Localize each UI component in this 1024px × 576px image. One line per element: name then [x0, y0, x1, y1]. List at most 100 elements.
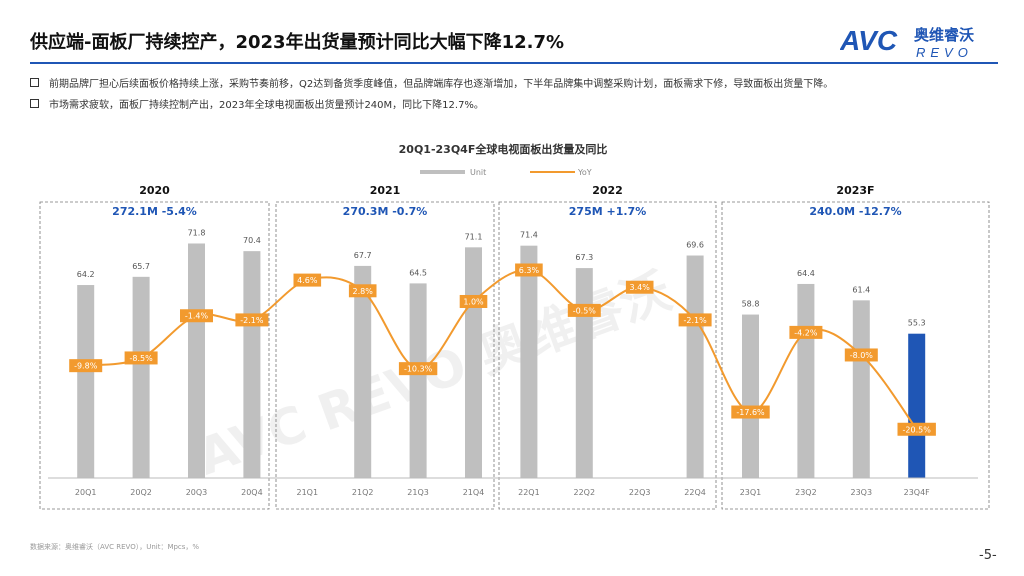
yoy-label-box	[625, 280, 654, 294]
yoy-label-box	[731, 405, 770, 419]
x-tick-label: 22Q2	[574, 488, 596, 497]
logo-en-text: REVO	[916, 45, 973, 60]
bar	[852, 300, 870, 478]
yoy-label-box	[235, 313, 269, 327]
chart-title: 20Q1-23Q4F全球电视面板出货量及同比	[399, 142, 608, 156]
bullet-square-icon	[30, 78, 39, 87]
yoy-value-label: -2.1%	[683, 316, 707, 325]
bar-value-label: 71.1	[465, 232, 483, 241]
bar	[908, 333, 926, 478]
x-tick-label: 21Q1	[297, 488, 319, 497]
bar-value-label: 61.4	[852, 285, 870, 294]
avc-revo-logo: AVC 奥维睿沃 REVO	[840, 25, 974, 60]
x-tick-label: 21Q3	[407, 488, 429, 497]
yoy-label-box	[844, 348, 878, 362]
year-group-label: 2020	[139, 184, 170, 197]
yoy-value-label: 3.4%	[630, 283, 651, 292]
bar	[742, 314, 759, 478]
legend-unit-label: Unit	[470, 168, 486, 177]
bar	[132, 276, 150, 478]
x-tick-label: 23Q2	[795, 488, 817, 497]
bar	[520, 245, 538, 478]
bar-value-label: 70.4	[243, 236, 261, 245]
legend-yoy-label: YoY	[577, 168, 592, 177]
yoy-label-box	[180, 309, 213, 323]
yoy-label-box	[348, 284, 377, 298]
page-title: 供应端-面板厂持续控产，2023年出货量预计同比大幅下降12.7%	[30, 32, 565, 53]
yoy-label-box	[459, 294, 488, 308]
bar	[686, 255, 704, 478]
year-summary-label: 272.1M -5.4%	[112, 205, 197, 218]
bar	[188, 243, 205, 478]
x-tick-label: 22Q3	[629, 488, 651, 497]
year-summary-label: 275M +1.7%	[569, 205, 646, 218]
x-tick-label: 22Q1	[518, 488, 540, 497]
yoy-label-box	[789, 325, 823, 339]
yoy-value-label: 6.3%	[519, 266, 540, 275]
yoy-value-label: -8.0%	[850, 351, 874, 360]
bullet-2-text: 市场需求疲软，面板厂持续控制产出，2023年全球电视面板出货量预计240M，同比…	[49, 100, 484, 111]
page-number: -5-	[979, 548, 997, 563]
x-tick-label: 21Q4	[463, 488, 485, 497]
year-summary-label: 270.3M -0.7%	[343, 205, 428, 218]
bar	[575, 268, 593, 478]
yoy-value-label: -10.3%	[404, 365, 433, 374]
yoy-value-label: -9.8%	[74, 362, 98, 371]
bar-value-label: 67.3	[575, 253, 593, 262]
bullet-1: 前期品牌厂担心后续面板价格持续上涨，采购节奏前移，Q2达到备货季度峰值，但品牌端…	[30, 75, 833, 90]
bar-value-label: 67.7	[354, 251, 372, 260]
header-divider	[30, 62, 998, 64]
x-tick-label: 23Q3	[851, 488, 873, 497]
bar-value-label: 71.8	[188, 228, 206, 237]
bar	[354, 265, 372, 478]
yoy-value-label: -1.4%	[185, 312, 209, 321]
bullet-1-text: 前期品牌厂担心后续面板价格持续上涨，采购节奏前移，Q2达到备货季度峰值，但品牌端…	[49, 79, 834, 90]
yoy-value-label: -2.1%	[240, 316, 264, 325]
bar	[77, 285, 95, 478]
yoy-value-label: -8.5%	[129, 354, 153, 363]
bar	[409, 283, 427, 478]
bar	[243, 251, 261, 478]
bar-value-label: 64.2	[77, 270, 95, 279]
yoy-label-box	[124, 351, 158, 365]
bar	[465, 247, 482, 478]
bullet-square-icon	[30, 99, 39, 108]
year-group-box	[498, 201, 717, 510]
bar-value-label: 58.8	[742, 300, 760, 309]
bullet-2: 市场需求疲软，面板厂持续控制产出，2023年全球电视面板出货量预计240M，同比…	[30, 96, 484, 111]
yoy-value-label: -20.5%	[903, 425, 932, 434]
yoy-value-label: -4.2%	[794, 328, 818, 337]
yoy-value-label: 2.8%	[353, 287, 374, 296]
x-tick-label: 20Q3	[186, 488, 208, 497]
bar-value-label: 64.5	[409, 268, 427, 277]
yoy-label-box	[69, 359, 103, 373]
yoy-label-box	[897, 422, 936, 436]
yoy-label-box	[515, 263, 543, 277]
bar-value-label: 69.6	[686, 241, 704, 250]
yoy-value-label: 1.0%	[463, 297, 484, 306]
yoy-value-label: -0.5%	[573, 306, 597, 315]
x-tick-label: 23Q1	[740, 488, 762, 497]
year-group-box	[275, 201, 495, 510]
year-group-box	[39, 201, 270, 510]
bar-value-label: 71.4	[520, 231, 538, 240]
x-tick-label: 20Q4	[241, 488, 263, 497]
data-source-note: 数据来源：奥维睿沃（AVC REVO），Unit：Mpcs，%	[30, 543, 200, 551]
year-group-box	[721, 201, 990, 510]
yoy-label-box	[567, 303, 601, 317]
yoy-value-label: -17.6%	[736, 408, 765, 417]
x-tick-label: 20Q1	[75, 488, 97, 497]
yoy-label-box	[678, 313, 712, 327]
yoy-value-label: 4.6%	[297, 276, 318, 285]
x-tick-label: 23Q4F	[904, 488, 931, 497]
bar	[797, 283, 815, 478]
x-tick-label: 20Q2	[130, 488, 152, 497]
bar-value-label: 64.4	[797, 269, 815, 278]
bar-value-label: 55.3	[908, 319, 926, 328]
yoy-label-box	[293, 273, 322, 287]
x-tick-label: 21Q2	[352, 488, 374, 497]
bar-value-label: 65.7	[132, 262, 150, 271]
year-group-label: 2023F	[836, 184, 874, 197]
year-summary-label: 240.0M -12.7%	[809, 205, 901, 218]
yoy-label-box	[398, 362, 438, 376]
